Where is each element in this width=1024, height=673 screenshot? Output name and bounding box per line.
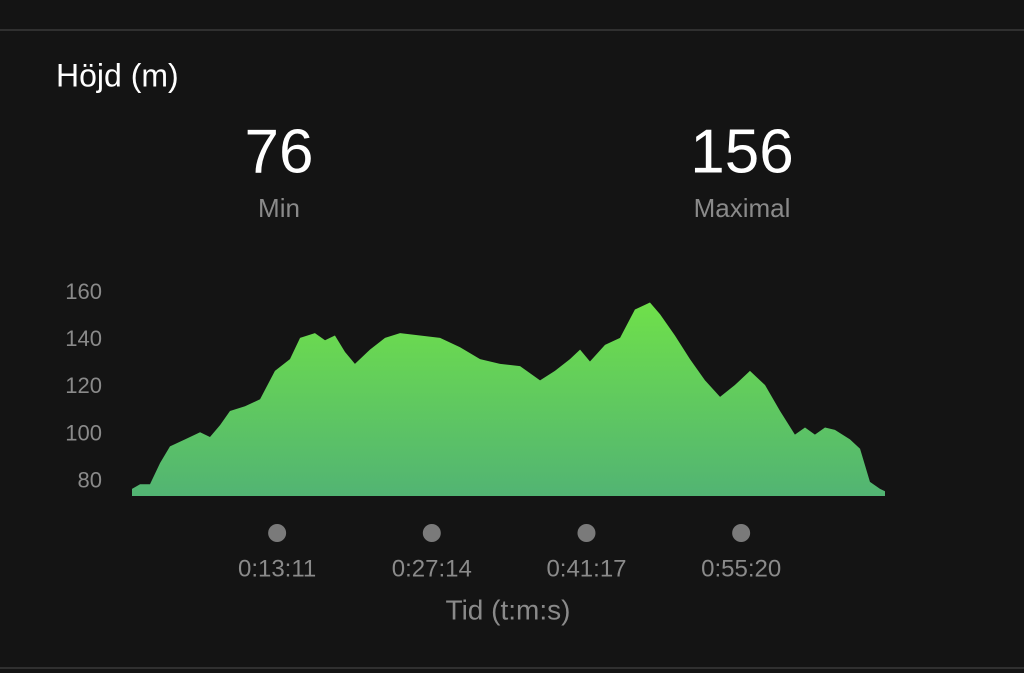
y-tick-label: 100 [65, 420, 102, 445]
y-tick-label: 140 [65, 326, 102, 351]
stat-value: 76 [245, 117, 314, 186]
x-tick-label: 0:27:14 [392, 555, 472, 582]
x-tick-label: 0:41:17 [546, 555, 626, 582]
y-tick-label: 120 [65, 373, 102, 398]
x-tick-label: 0:13:11 [238, 555, 316, 582]
x-tick-dot [577, 524, 596, 542]
stat-value: 156 [690, 117, 793, 186]
x-tick-label: 0:55:20 [701, 555, 781, 582]
x-tick-dot [268, 524, 287, 542]
chart-title: Höjd (m) [56, 57, 179, 93]
x-tick-dot [732, 524, 751, 542]
y-tick-label: 80 [78, 468, 102, 493]
elevation-area [132, 302, 885, 496]
stat-label: Maximal [694, 193, 791, 223]
x-tick-dot [422, 524, 441, 542]
y-tick-label: 160 [65, 279, 102, 304]
stat-label: Min [258, 193, 300, 223]
x-axis-label: Tid (t:m:s) [446, 594, 571, 625]
